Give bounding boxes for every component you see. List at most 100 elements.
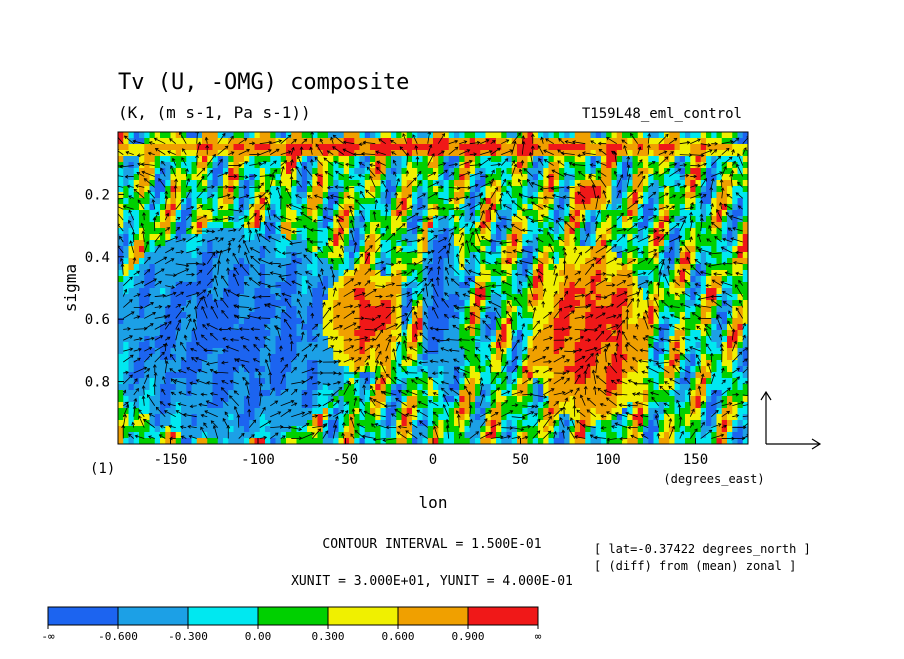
- field-cell: [685, 174, 691, 181]
- field-cell: [259, 330, 266, 337]
- field-cell: [307, 168, 313, 175]
- field-cell: [685, 180, 691, 187]
- field-cell: [191, 348, 198, 355]
- field-cell: [511, 336, 518, 343]
- field-cell: [590, 240, 597, 247]
- field-cell: [207, 132, 214, 139]
- field-cell: [396, 342, 403, 349]
- field-cell: [548, 156, 555, 163]
- field-cell: [160, 132, 166, 139]
- field-cell: [333, 342, 340, 349]
- field-cell: [585, 336, 592, 343]
- field-cell: [202, 348, 208, 355]
- field-cell: [443, 234, 450, 241]
- field-cell: [669, 156, 676, 163]
- field-cell: [501, 330, 508, 337]
- field-cell: [259, 366, 266, 373]
- field-cell: [469, 216, 476, 223]
- field-cell: [349, 324, 355, 331]
- field-cell: [433, 366, 439, 373]
- field-cell: [711, 198, 718, 205]
- field-cell: [553, 372, 560, 379]
- field-cell: [443, 132, 450, 139]
- field-cell: [690, 210, 697, 217]
- field-cell: [511, 252, 518, 259]
- field-cell: [406, 234, 413, 241]
- field-cell: [181, 246, 187, 253]
- field-cell: [165, 282, 172, 289]
- field-cell: [742, 324, 748, 331]
- field-cell: [627, 132, 634, 139]
- field-cell: [711, 234, 718, 241]
- field-cell: [611, 228, 618, 235]
- field-cell: [144, 162, 151, 169]
- field-cell: [191, 288, 198, 295]
- field-cell: [354, 192, 361, 199]
- field-cell: [716, 294, 723, 301]
- field-cell: [343, 288, 350, 295]
- field-cell: [658, 324, 665, 331]
- field-cell: [711, 318, 718, 325]
- field-cell: [679, 168, 686, 175]
- field-cell: [548, 354, 555, 361]
- field-cell: [280, 336, 287, 343]
- field-cell: [233, 360, 240, 367]
- field-cell: [396, 228, 403, 235]
- field-cell: [737, 276, 744, 283]
- field-cell: [207, 306, 214, 313]
- field-cell: [343, 132, 350, 139]
- field-cell: [511, 174, 518, 181]
- field-cell: [548, 306, 555, 313]
- field-cell: [622, 186, 628, 193]
- field-cell: [459, 294, 466, 301]
- field-cell: [627, 306, 634, 313]
- field-cell: [228, 204, 235, 211]
- field-cell: [301, 336, 308, 343]
- field-cell: [559, 180, 565, 187]
- field-cell: [123, 222, 130, 229]
- field-cell: [685, 312, 691, 319]
- field-cell: [212, 186, 219, 193]
- field-cell: [443, 360, 450, 367]
- field-cell: [338, 270, 345, 277]
- field-cell: [401, 252, 408, 259]
- field-cell: [291, 324, 298, 331]
- field-cell: [538, 204, 544, 211]
- field-cell: [259, 186, 266, 193]
- field-cell: [590, 144, 597, 151]
- field-cell: [527, 156, 534, 163]
- field-cell: [700, 306, 707, 313]
- field-cell: [522, 312, 529, 319]
- field-cell: [165, 144, 172, 151]
- field-cell: [685, 150, 691, 157]
- field-cell: [700, 228, 707, 235]
- field-cell: [532, 354, 539, 361]
- field-cell: [307, 192, 313, 199]
- field-cell: [412, 306, 418, 313]
- field-cell: [438, 216, 445, 223]
- field-cell: [333, 246, 340, 253]
- field-cell: [270, 336, 277, 343]
- field-cell: [506, 318, 513, 325]
- field-cell: [385, 324, 392, 331]
- field-cell: [443, 192, 450, 199]
- field-cell: [170, 366, 177, 373]
- field-cell: [590, 330, 597, 337]
- field-cell: [170, 306, 177, 313]
- field-cell: [569, 210, 576, 217]
- field-cell: [490, 150, 497, 157]
- field-cell: [475, 318, 481, 325]
- field-cell: [328, 186, 334, 193]
- field-cell: [270, 348, 277, 355]
- field-cell: [427, 162, 434, 169]
- field-cell: [343, 318, 350, 325]
- field-cell: [333, 264, 340, 271]
- field-cell: [406, 132, 413, 139]
- field-cell: [217, 168, 224, 175]
- field-cell: [706, 348, 712, 355]
- field-cell: [275, 270, 282, 277]
- field-cell: [422, 354, 429, 361]
- field-cell: [238, 240, 245, 247]
- field-cell: [196, 312, 203, 319]
- field-cell: [133, 288, 140, 295]
